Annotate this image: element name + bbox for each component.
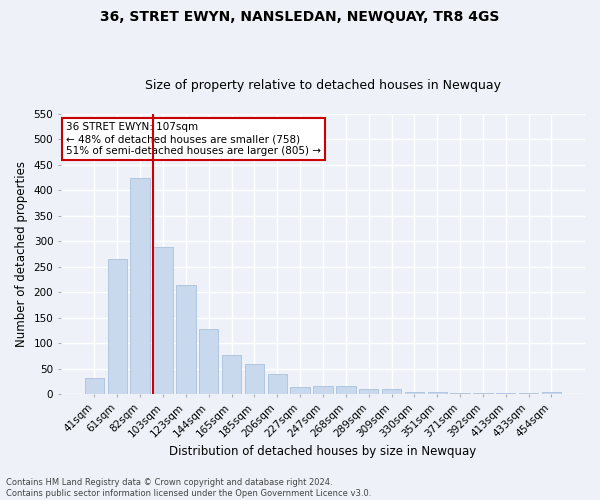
Title: Size of property relative to detached houses in Newquay: Size of property relative to detached ho… [145,79,501,92]
Bar [199,329,218,394]
Bar [107,260,127,394]
Bar [404,392,424,394]
Bar [130,178,150,394]
Bar [359,390,379,394]
Bar [336,386,356,394]
Bar [428,392,447,394]
Bar [268,374,287,394]
Bar [245,364,264,394]
Text: 36 STRET EWYN: 107sqm
← 48% of detached houses are smaller (758)
51% of semi-det: 36 STRET EWYN: 107sqm ← 48% of detached … [66,122,321,156]
Bar [382,390,401,394]
Bar [542,392,561,394]
Text: Contains HM Land Registry data © Crown copyright and database right 2024.
Contai: Contains HM Land Registry data © Crown c… [6,478,371,498]
Bar [451,393,470,394]
X-axis label: Distribution of detached houses by size in Newquay: Distribution of detached houses by size … [169,444,476,458]
Text: 36, STRET EWYN, NANSLEDAN, NEWQUAY, TR8 4GS: 36, STRET EWYN, NANSLEDAN, NEWQUAY, TR8 … [100,10,500,24]
Y-axis label: Number of detached properties: Number of detached properties [15,161,28,347]
Bar [176,285,196,395]
Bar [222,355,241,395]
Bar [313,386,332,394]
Bar [85,378,104,394]
Bar [154,246,173,394]
Bar [290,387,310,394]
